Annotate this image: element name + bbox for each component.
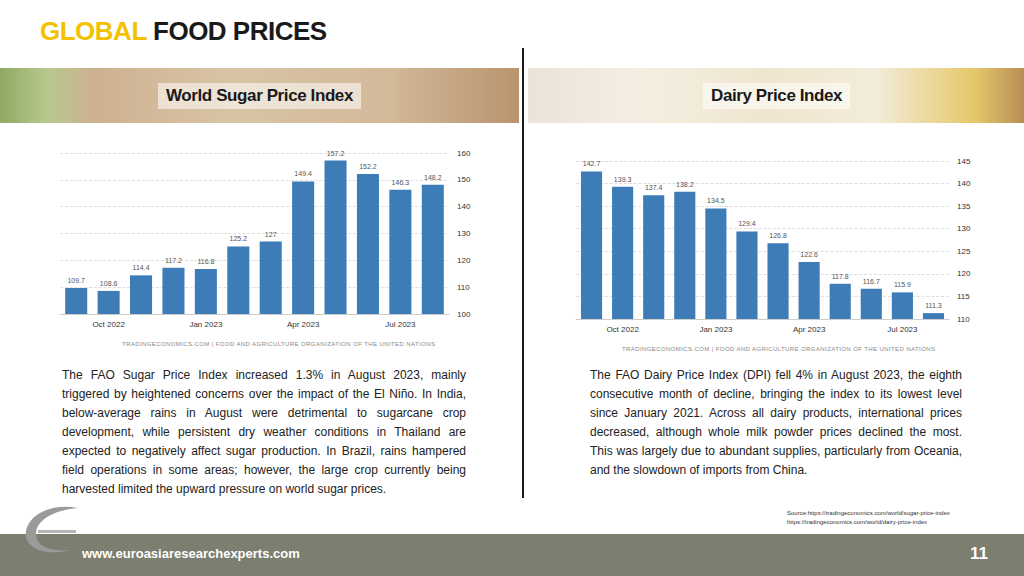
svg-text:100: 100 bbox=[457, 310, 471, 319]
svg-text:111.3: 111.3 bbox=[925, 302, 942, 309]
svg-text:127: 127 bbox=[265, 231, 277, 238]
svg-text:Jan 2023: Jan 2023 bbox=[699, 325, 732, 334]
svg-text:108.6: 108.6 bbox=[100, 280, 118, 287]
svg-text:142.7: 142.7 bbox=[583, 160, 601, 167]
svg-text:120: 120 bbox=[457, 256, 471, 265]
html-text:11: 11 bbox=[970, 544, 988, 563]
html-text:GLOBAL FOOD PRICES: GLOBAL FOOD PRICES bbox=[40, 16, 327, 46]
svg-text:130: 130 bbox=[457, 229, 471, 238]
html-text:www.euroasiaresearchexperts.co: www.euroasiaresearchexperts.com bbox=[82, 546, 300, 561]
html-text:TRADINGECONOMICS.COM | FOOD AN: TRADINGECONOMICS.COM | FOOD AND AGRICULT… bbox=[622, 346, 936, 352]
svg-text:116.7: 116.7 bbox=[863, 278, 880, 285]
svg-text:139.3: 139.3 bbox=[614, 176, 632, 183]
svg-text:125.2: 125.2 bbox=[230, 235, 248, 242]
svg-text:130: 130 bbox=[957, 224, 971, 233]
svg-text:116.8: 116.8 bbox=[197, 258, 214, 265]
svg-text:109.7: 109.7 bbox=[67, 277, 85, 284]
svg-text:117.2: 117.2 bbox=[165, 257, 182, 264]
svg-text:Oct 2022: Oct 2022 bbox=[606, 325, 639, 334]
svg-text:125: 125 bbox=[957, 247, 971, 256]
html-text:TRADINGECONOMICS.COM | FOOD AN: TRADINGECONOMICS.COM | FOOD AND AGRICULT… bbox=[122, 341, 436, 347]
svg-text:Apr 2023: Apr 2023 bbox=[793, 325, 826, 334]
svg-text:Jan 2023: Jan 2023 bbox=[189, 320, 222, 329]
svg-text:157.2: 157.2 bbox=[327, 150, 345, 157]
svg-text:149.4: 149.4 bbox=[294, 170, 312, 177]
svg-text:120: 120 bbox=[957, 269, 971, 278]
svg-text:140: 140 bbox=[457, 202, 471, 211]
html-text:The FAO Dairy Price Index (DPI: The FAO Dairy Price Index (DPI) fell 4% … bbox=[590, 368, 962, 477]
svg-text:Apr 2023: Apr 2023 bbox=[287, 320, 320, 329]
html-text:World Sugar Price Index: World Sugar Price Index bbox=[166, 86, 353, 105]
svg-text:122.6: 122.6 bbox=[800, 251, 818, 258]
html-text:The FAO Sugar Price Index incr: The FAO Sugar Price Index increased 1.3%… bbox=[62, 368, 466, 496]
svg-text:138.2: 138.2 bbox=[676, 181, 694, 188]
svg-text:146.3: 146.3 bbox=[392, 179, 410, 186]
svg-text:160: 160 bbox=[457, 149, 471, 158]
html-text:https://tradingeconomics.com/w: https://tradingeconomics.com/world/dairy… bbox=[787, 519, 928, 525]
svg-text:115: 115 bbox=[957, 292, 970, 301]
svg-text:134.5: 134.5 bbox=[707, 197, 725, 204]
svg-text:145: 145 bbox=[957, 157, 971, 166]
html-text:Source:https://tradingeconomic: Source:https://tradingeconomics.com/worl… bbox=[787, 510, 950, 516]
svg-text:Jul 2023: Jul 2023 bbox=[887, 325, 918, 334]
html-text:Dairy Price Index: Dairy Price Index bbox=[711, 86, 843, 105]
svg-text:114.4: 114.4 bbox=[133, 264, 150, 271]
svg-text:115.9: 115.9 bbox=[894, 281, 911, 288]
svg-text:Oct 2022: Oct 2022 bbox=[92, 320, 125, 329]
svg-text:140: 140 bbox=[957, 179, 971, 188]
svg-text:135: 135 bbox=[957, 202, 971, 211]
svg-text:126.8: 126.8 bbox=[769, 232, 787, 239]
svg-text:152.2: 152.2 bbox=[359, 163, 377, 170]
svg-text:117.8: 117.8 bbox=[832, 273, 849, 280]
svg-text:137.4: 137.4 bbox=[645, 184, 663, 191]
svg-text:110: 110 bbox=[457, 283, 470, 292]
svg-text:148.2: 148.2 bbox=[424, 174, 442, 181]
svg-text:Jul 2023: Jul 2023 bbox=[385, 320, 416, 329]
svg-text:129.4: 129.4 bbox=[738, 220, 756, 227]
svg-text:110: 110 bbox=[957, 315, 970, 324]
svg-text:150: 150 bbox=[457, 175, 471, 184]
